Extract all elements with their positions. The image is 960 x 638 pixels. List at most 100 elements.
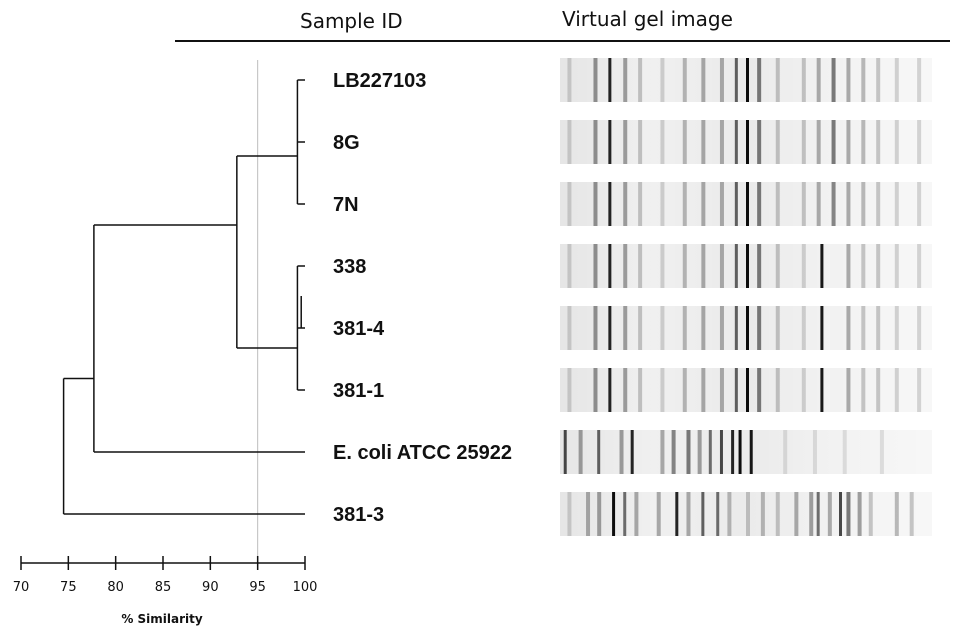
gel-band <box>623 120 628 164</box>
gel-band <box>857 492 862 536</box>
gel-band <box>719 368 724 412</box>
gel-lane <box>560 244 932 288</box>
sample-labels: LB227103 8G 7N 338 381-4 381-1 E. coli ATCC 25… <box>333 70 512 526</box>
gel-band <box>801 306 806 350</box>
sample-id-header: Sample ID <box>300 9 403 33</box>
gel-band <box>719 120 724 164</box>
gel-band <box>746 306 749 350</box>
gel-band <box>775 306 780 350</box>
dendrogram-tree <box>62 79 305 515</box>
gel-band <box>820 368 824 412</box>
gel-band <box>608 120 612 164</box>
gel-band <box>801 58 806 102</box>
similarity-axis: 70 75 80 85 90 95 100 <box>13 556 318 595</box>
gel-band <box>719 182 724 226</box>
gel-band <box>660 368 665 412</box>
axis-tick-label: 80 <box>107 580 124 595</box>
gel-band <box>876 120 881 164</box>
gel-band <box>820 244 824 288</box>
gel-band <box>876 182 881 226</box>
gel-band <box>701 368 706 412</box>
gel-band <box>623 58 628 102</box>
gel-band <box>846 492 851 536</box>
gel-band <box>812 430 817 474</box>
virtual-gel-image <box>560 58 932 536</box>
gel-band <box>686 430 691 474</box>
gel-band <box>842 430 847 474</box>
gel-band <box>660 244 665 288</box>
gel-band <box>746 368 749 412</box>
gel-band <box>846 58 851 102</box>
gel-lane-background <box>560 430 932 474</box>
gel-band <box>861 368 866 412</box>
gel-band <box>775 368 780 412</box>
gel-band <box>861 306 866 350</box>
gel-band <box>682 368 687 412</box>
gel-band <box>801 120 806 164</box>
gel-band <box>731 430 735 474</box>
gel-band <box>656 492 661 536</box>
gel-band <box>816 492 820 536</box>
gel-band <box>638 306 643 350</box>
gel-band <box>608 244 612 288</box>
gel-band <box>671 430 676 474</box>
gel-band <box>746 244 749 288</box>
gel-band <box>917 306 922 350</box>
axis-tick-label: 70 <box>13 580 30 595</box>
gel-band <box>593 58 598 102</box>
gel-band <box>757 182 762 226</box>
gel-band <box>861 58 866 102</box>
gel-lane <box>560 120 932 164</box>
gel-band <box>701 182 706 226</box>
gel-band <box>597 430 601 474</box>
gel-band <box>846 182 851 226</box>
gel-band <box>619 430 624 474</box>
gel-band <box>593 306 598 350</box>
gel-band <box>809 492 814 536</box>
gel-band <box>846 368 851 412</box>
gel-band <box>876 368 881 412</box>
gel-band <box>701 492 705 536</box>
gel-band <box>894 58 899 102</box>
gel-band <box>757 306 762 350</box>
gel-band <box>701 58 706 102</box>
sample-label: 8G <box>333 132 360 154</box>
sample-label: 7N <box>333 194 359 216</box>
gel-band <box>831 120 836 164</box>
gel-band <box>638 58 643 102</box>
gel-band <box>578 430 583 474</box>
gel-band <box>757 58 762 102</box>
gel-band <box>719 430 723 474</box>
gel-band <box>917 182 922 226</box>
gel-band <box>775 182 780 226</box>
gel-band <box>567 244 572 288</box>
axis-label: % Similarity <box>121 612 203 626</box>
gel-band <box>746 120 749 164</box>
gel-band <box>623 368 628 412</box>
gel-band <box>894 368 899 412</box>
gel-band <box>917 120 922 164</box>
gel-band <box>783 430 788 474</box>
axis-tick-label: 100 <box>293 580 318 595</box>
gel-band <box>894 120 899 164</box>
gel-band <box>827 492 832 536</box>
gel-lane <box>560 306 932 350</box>
gel-band <box>567 120 572 164</box>
axis-tick-label: 85 <box>155 580 172 595</box>
gel-band <box>608 58 612 102</box>
gel-band <box>686 492 691 536</box>
gel-band <box>861 244 866 288</box>
sample-label: 381-3 <box>333 504 384 526</box>
gel-band <box>734 182 738 226</box>
gel-band <box>816 120 821 164</box>
gel-lane-background <box>560 492 932 536</box>
gel-lane <box>560 368 932 412</box>
gel-band <box>820 306 824 350</box>
gel-band <box>816 58 821 102</box>
gel-lane <box>560 492 932 536</box>
gel-band <box>734 368 738 412</box>
gel-band <box>593 120 598 164</box>
gel-band <box>608 368 612 412</box>
gel-band <box>708 430 712 474</box>
gel-band <box>567 58 572 102</box>
